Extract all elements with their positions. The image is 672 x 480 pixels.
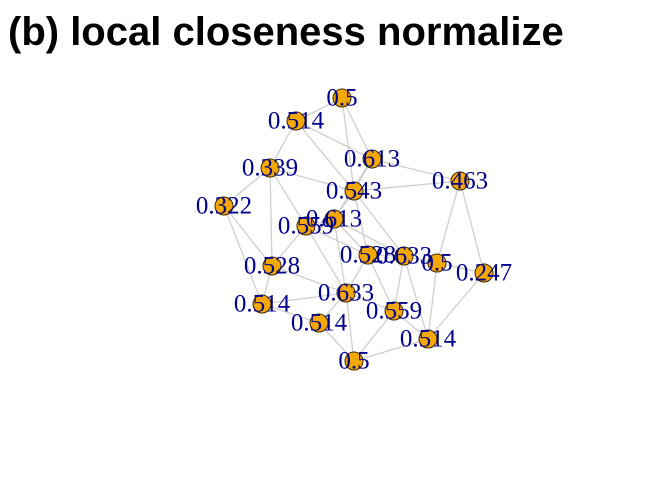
graph-edge (261, 292, 347, 305)
graph-node (384, 301, 404, 321)
graph-node (474, 263, 494, 283)
node-label: 0.5 (326, 85, 357, 112)
graph-edge (305, 225, 347, 294)
graph-edge (295, 120, 355, 192)
node-label: 0.633 (376, 243, 432, 270)
graph-node (336, 283, 356, 303)
node-layer (214, 88, 494, 371)
graph-node (344, 181, 364, 201)
graph-node (286, 111, 306, 131)
graph-edge (341, 97, 373, 160)
node-label: 0.528 (340, 242, 396, 269)
graph-node (427, 253, 447, 273)
graph-edge (403, 255, 429, 340)
node-label: 0.514 (234, 291, 291, 318)
node-label: 0.633 (318, 280, 374, 307)
graph-node (260, 158, 280, 178)
graph-node (324, 209, 344, 229)
graph-edge (371, 158, 461, 182)
graph-edge (223, 205, 273, 267)
graph-node (332, 88, 352, 108)
node-label: 0.514 (291, 310, 348, 337)
edge-layer (223, 97, 485, 362)
graph-node (214, 196, 234, 216)
node-label: 0.613 (344, 146, 400, 173)
graph-node (309, 313, 329, 333)
node-label: 0.514 (400, 326, 457, 353)
graph-edge (261, 303, 320, 324)
graph-edge (269, 167, 355, 192)
graph-node (252, 294, 272, 314)
graph-edge (295, 120, 373, 160)
node-label: 0.322 (196, 193, 252, 220)
node-label: 0.5 (421, 250, 452, 277)
graph-edge (333, 218, 347, 294)
node-label: 0.247 (456, 260, 512, 287)
graph-edge (269, 167, 273, 267)
graph-edge (427, 262, 438, 340)
graph-edge (353, 190, 405, 257)
graph-edge (271, 265, 347, 294)
node-label: 0.5 (338, 348, 369, 375)
graph-node (418, 329, 438, 349)
graph-edge (459, 180, 485, 274)
graph-node (450, 171, 470, 191)
node-label: 0.559 (278, 213, 334, 240)
graph-edge (427, 272, 485, 340)
graph-edge (341, 97, 355, 192)
graph-edge (436, 180, 461, 264)
node-label: 0.339 (242, 155, 298, 182)
graph-node (362, 149, 382, 169)
graph-node (262, 256, 282, 276)
graph-edge (345, 292, 355, 362)
graph-edge (367, 254, 395, 312)
node-label: 0.613 (306, 206, 362, 233)
node-label: 0.528 (244, 253, 300, 280)
node-label: 0.514 (268, 108, 325, 135)
graph-edge (223, 205, 263, 305)
graph-edge (353, 310, 395, 362)
graph-edge (305, 225, 369, 256)
graph-node (296, 216, 316, 236)
graph-edge (353, 180, 461, 192)
graph-edge (353, 190, 369, 256)
graph-node (344, 351, 364, 371)
node-label: 0.463 (432, 168, 488, 195)
graph-edge (223, 167, 271, 207)
node-label: 0.543 (326, 178, 382, 205)
graph-edge (269, 167, 307, 227)
chart-title: (b) local closeness normalize (8, 10, 564, 54)
graph-node (358, 245, 378, 265)
graph-node (394, 246, 414, 266)
graph-edge (353, 338, 429, 362)
node-label: 0.559 (366, 298, 422, 325)
graph-edge (333, 218, 405, 257)
